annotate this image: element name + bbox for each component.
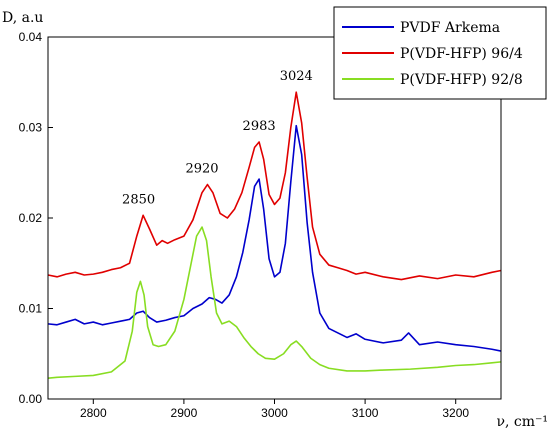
peak-annotation: 2983 <box>243 119 276 134</box>
legend-label-1: PVDF Arkema <box>400 20 500 36</box>
x-tick-label: 3200 <box>442 406 469 420</box>
legend-label-3: P(VDF-HFP) 92/8 <box>400 72 523 88</box>
series-line-2 <box>47 91 502 281</box>
legend-label-2: P(VDF-HFP) 96/4 <box>400 46 523 62</box>
series-line-1 <box>47 124 502 352</box>
y-tick-label: 0.03 <box>19 121 43 135</box>
series-layer <box>47 91 502 379</box>
y-tick-label: 0.02 <box>19 211 43 225</box>
peak-annotation: 3024 <box>280 69 313 84</box>
series-line-3 <box>47 226 502 379</box>
y-tick-label: 0.00 <box>19 392 43 406</box>
x-tick-label: 3100 <box>352 406 379 420</box>
x-axis-label: ν, cm⁻¹ <box>496 414 548 430</box>
ticks-layer: 2800 2900 3000 3100 3200 0.00 0.01 0.02 0.03 0.04 <box>19 30 470 420</box>
annotation-layer: 2850 2920 2983 3024 <box>122 69 313 207</box>
y-axis-label: D, a.u <box>2 10 43 26</box>
x-tick-label: 2900 <box>171 406 198 420</box>
peak-annotation: 2850 <box>122 192 155 207</box>
y-tick-label: 0.01 <box>19 302 43 316</box>
x-tick-label: 2800 <box>80 406 107 420</box>
x-tick-label: 3000 <box>261 406 288 420</box>
y-tick-label: 0.04 <box>19 30 43 44</box>
legend: PVDF Arkema P(VDF-HFP) 96/4 P(VDF-HFP) 92/… <box>333 6 547 100</box>
peak-annotation: 2920 <box>185 162 218 177</box>
